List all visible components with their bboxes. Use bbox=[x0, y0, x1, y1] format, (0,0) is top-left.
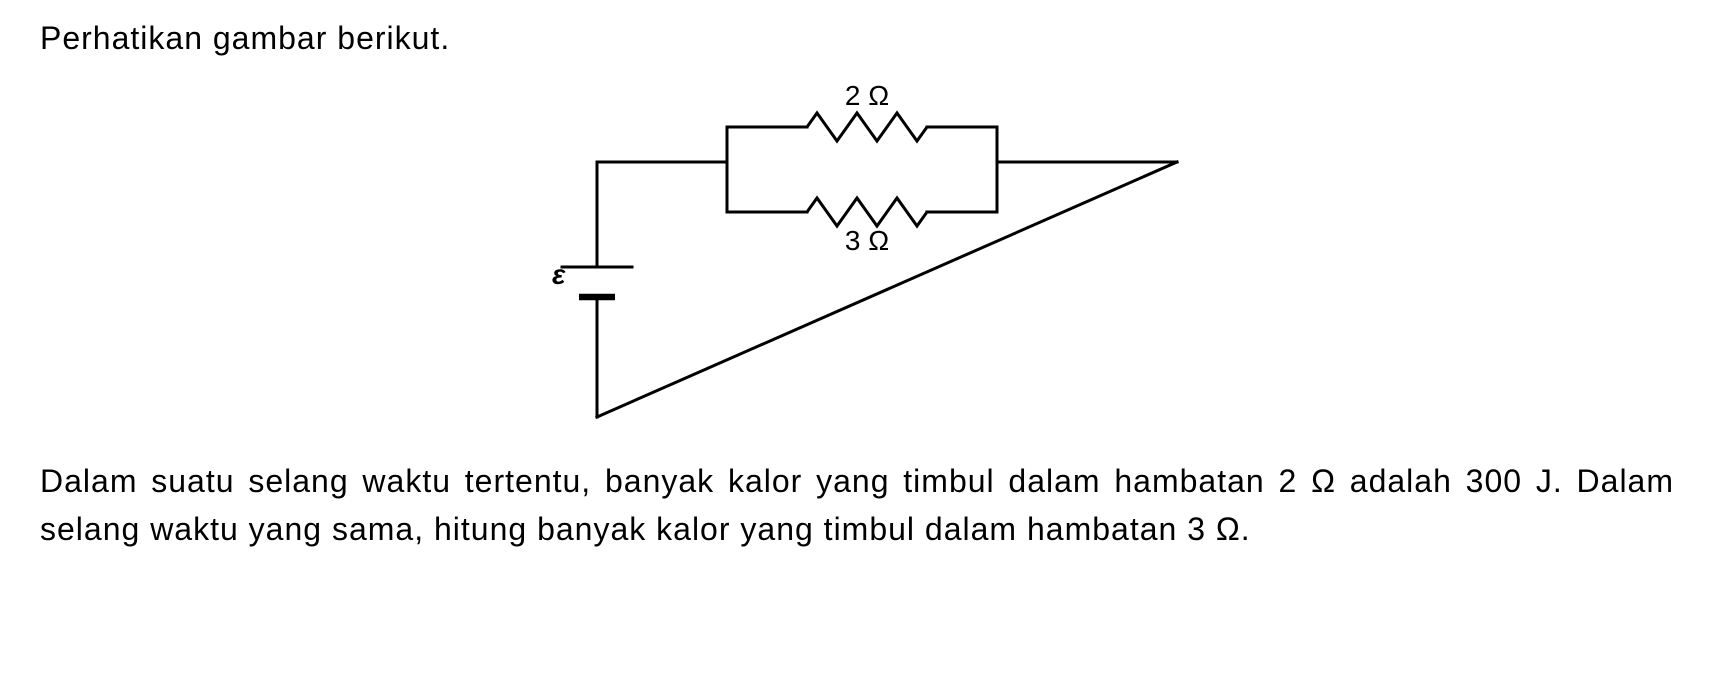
svg-text:ε: ε bbox=[552, 259, 566, 290]
svg-text:2 Ω: 2 Ω bbox=[845, 80, 889, 111]
instruction-text: Perhatikan gambar berikut. bbox=[40, 20, 1674, 57]
circuit-svg: ε 2 Ω 3 Ω bbox=[497, 67, 1217, 447]
question-text: Dalam suatu selang waktu tertentu, banya… bbox=[40, 457, 1674, 553]
circuit-figure: ε 2 Ω 3 Ω bbox=[40, 67, 1674, 447]
svg-text:3 Ω: 3 Ω bbox=[845, 225, 889, 256]
